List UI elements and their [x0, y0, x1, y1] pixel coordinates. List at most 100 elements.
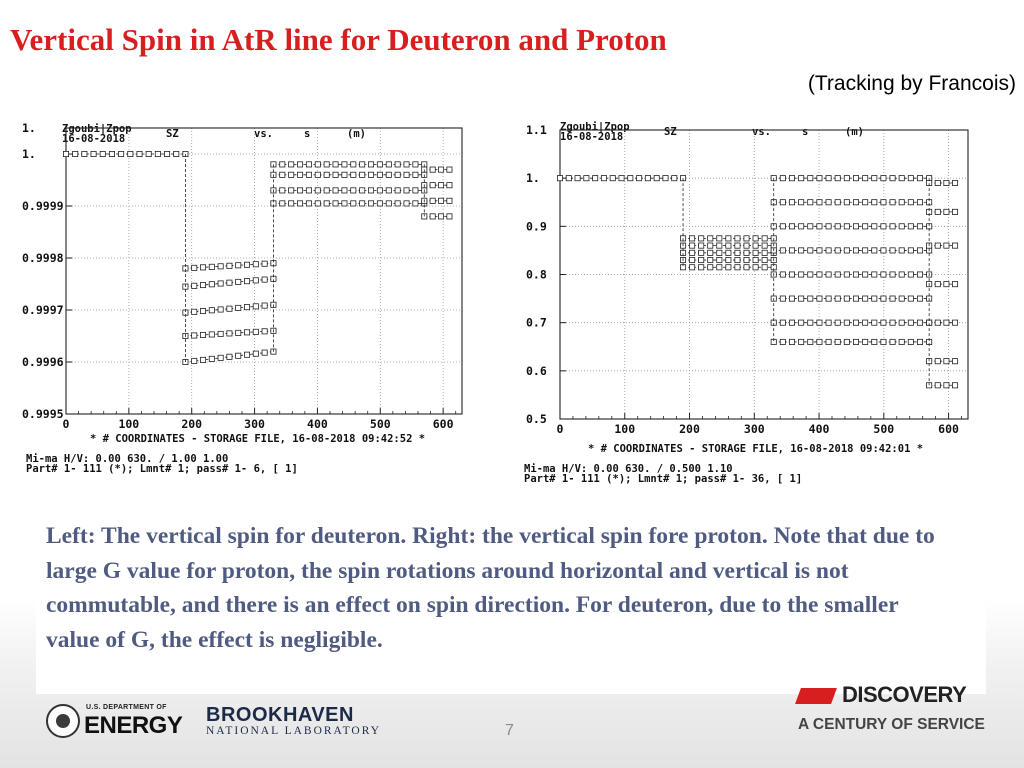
- data-point-marker: [191, 357, 198, 364]
- data-point-marker: [898, 247, 905, 254]
- data-point-marker: [807, 271, 814, 278]
- data-point-marker: [252, 261, 259, 268]
- data-point-marker: [807, 199, 814, 206]
- data-point-marker: [788, 175, 795, 182]
- data-point-marker: [761, 257, 768, 264]
- data-point-marker: [779, 295, 786, 302]
- data-point-marker: [385, 200, 392, 207]
- plot-header-unit: (m): [845, 126, 864, 138]
- data-point-marker: [297, 200, 304, 207]
- data-point-marker: [825, 223, 832, 230]
- data-point-marker: [871, 199, 878, 206]
- data-point-marker: [671, 175, 678, 182]
- data-point-marker: [350, 187, 357, 194]
- doe-energy-logo: U.S. DEPARTMENT OF ENERGY: [46, 702, 186, 742]
- data-point-marker: [323, 200, 330, 207]
- data-point-marker: [261, 328, 268, 335]
- data-point-marker: [288, 171, 295, 178]
- data-point-marker: [90, 150, 97, 157]
- plot-footer-particle: Part# 1- 111 (*); Lmnt# 1; pass# 1- 6, […: [26, 463, 298, 475]
- data-point-marker: [252, 350, 259, 357]
- data-point-marker: [825, 247, 832, 254]
- data-point-marker: [798, 295, 805, 302]
- data-point-marker: [734, 257, 741, 264]
- data-point-marker: [314, 161, 321, 168]
- x-tick-label: 0: [557, 422, 564, 436]
- data-point-marker: [376, 161, 383, 168]
- x-tick-label: 500: [370, 417, 391, 431]
- data-point-marker: [871, 338, 878, 345]
- data-point-marker: [145, 150, 152, 157]
- data-point-marker: [191, 282, 198, 289]
- data-point-marker: [816, 199, 823, 206]
- data-point-marker: [934, 281, 941, 288]
- data-point-marker: [807, 338, 814, 345]
- data-point-marker: [208, 263, 215, 270]
- data-point-marker: [761, 235, 768, 242]
- data-point-marker: [341, 171, 348, 178]
- data-point-marker: [385, 187, 392, 194]
- data-point-marker: [807, 175, 814, 182]
- data-point-marker: [359, 200, 366, 207]
- data-point-marker: [332, 161, 339, 168]
- data-point-marker: [297, 161, 304, 168]
- plot-axes-box: [65, 127, 463, 415]
- data-point-marker: [825, 199, 832, 206]
- data-point-marker: [889, 271, 896, 278]
- data-point-marker: [191, 264, 198, 271]
- data-point-marker: [761, 264, 768, 271]
- data-point-marker: [446, 197, 453, 204]
- data-point-marker: [565, 175, 572, 182]
- x-tick-label: 400: [307, 417, 328, 431]
- data-point-marker: [368, 171, 375, 178]
- data-point-marker: [412, 200, 419, 207]
- data-point-marker: [798, 199, 805, 206]
- data-point-marker: [376, 187, 383, 194]
- data-point-marker: [350, 171, 357, 178]
- data-point-marker: [798, 338, 805, 345]
- slide-title: Vertical Spin in AtR line for Deuteron a…: [10, 22, 667, 57]
- data-point-marker: [779, 175, 786, 182]
- data-point-marker: [916, 199, 923, 206]
- data-point-marker: [807, 295, 814, 302]
- data-point-marker: [898, 175, 905, 182]
- data-point-marker: [200, 264, 207, 271]
- x-tick-label: 500: [873, 422, 894, 436]
- data-point-marker: [279, 161, 286, 168]
- data-point-marker: [862, 247, 869, 254]
- data-point-marker: [880, 247, 887, 254]
- data-point-marker: [734, 235, 741, 242]
- data-point-marker: [825, 295, 832, 302]
- data-point-marker: [385, 171, 392, 178]
- data-point-marker: [734, 264, 741, 271]
- data-point-marker: [889, 175, 896, 182]
- data-point-marker: [825, 338, 832, 345]
- data-point-marker: [743, 249, 750, 256]
- y-tick-label: 0.6: [526, 364, 547, 378]
- data-point-marker: [725, 249, 732, 256]
- data-point-marker: [934, 242, 941, 249]
- data-point-marker: [252, 303, 259, 310]
- data-point-marker: [261, 349, 268, 356]
- x-tick-label: 300: [744, 422, 765, 436]
- data-point-marker: [852, 338, 859, 345]
- bnl-logo-big-text: BROOKHAVEN: [206, 704, 354, 726]
- data-point-marker: [889, 319, 896, 326]
- data-point-marker: [862, 223, 869, 230]
- data-point-marker: [200, 282, 207, 289]
- data-point-marker: [934, 319, 941, 326]
- data-point-marker: [403, 200, 410, 207]
- data-point-marker: [880, 223, 887, 230]
- data-point-marker: [816, 295, 823, 302]
- data-point-marker: [852, 271, 859, 278]
- data-point-marker: [208, 307, 215, 314]
- data-point-marker: [200, 331, 207, 338]
- y-tick-label: 0.9999: [22, 199, 64, 213]
- plot-header-xvar: s: [802, 126, 808, 138]
- data-point-marker: [332, 187, 339, 194]
- data-point-marker: [698, 257, 705, 264]
- data-point-marker: [743, 242, 750, 249]
- data-point-marker: [862, 199, 869, 206]
- data-point-marker: [446, 213, 453, 220]
- data-point-marker: [916, 175, 923, 182]
